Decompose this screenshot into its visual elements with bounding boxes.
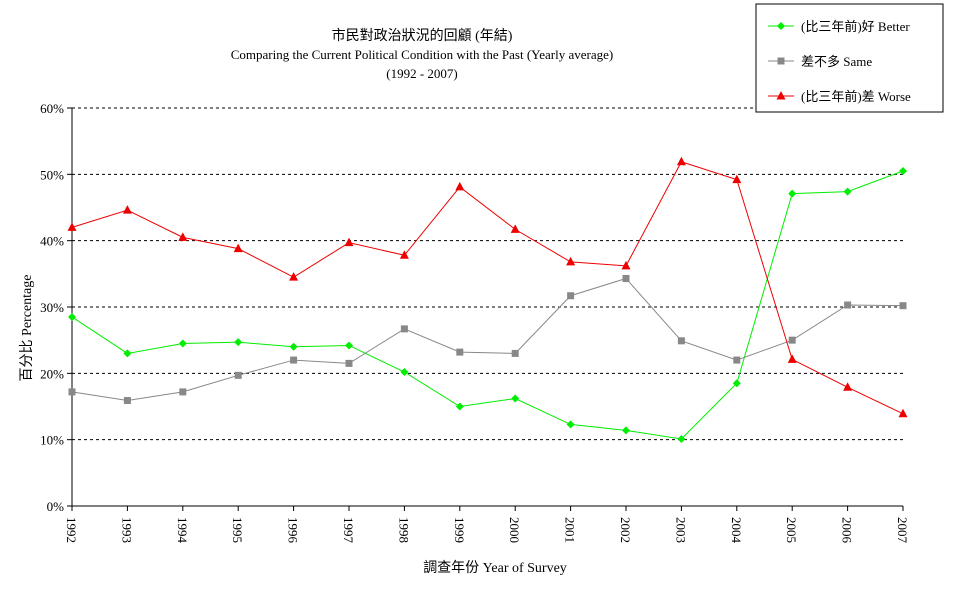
series-line-square (71, 277, 904, 402)
data-point-diamond (345, 341, 353, 350)
y-tick-label: 10% (40, 433, 64, 448)
data-point-square (345, 359, 353, 367)
legend-box (755, 3, 944, 113)
data-point-diamond (289, 342, 298, 351)
data-point-square (733, 356, 741, 364)
x-tick-label: 1996 (286, 517, 301, 544)
series-diamond (68, 167, 907, 444)
data-point-diamond (788, 189, 797, 198)
x-tick-label: 1995 (230, 517, 245, 543)
x-tick-label: 1997 (341, 517, 356, 544)
data-point-square (788, 336, 796, 344)
data-point-triangle (122, 205, 132, 214)
legend-label: 差不多 Same (801, 54, 872, 69)
data-point-diamond (732, 379, 741, 388)
data-point-square (68, 388, 76, 396)
legend-marker (777, 22, 785, 30)
data-point-triangle (621, 260, 631, 270)
x-tick-label: 2002 (618, 517, 633, 543)
x-axis-label: 調查年份 Year of Survey (423, 560, 567, 576)
y-tick-label: 40% (40, 234, 64, 249)
x-tick-label: 2000 (507, 517, 522, 543)
x-tick-label: 1992 (64, 517, 79, 543)
data-point-diamond (622, 426, 630, 435)
data-point-square (179, 388, 187, 396)
data-point-diamond (123, 349, 132, 358)
x-tick-label: 2001 (563, 517, 578, 543)
x-tick-label: 2004 (729, 517, 744, 544)
data-point-diamond (178, 339, 187, 348)
data-point-diamond (455, 402, 464, 411)
y-axis-label: 百分比 Percentage (19, 275, 35, 382)
data-point-triangle (732, 174, 742, 184)
chart-title: 市民對政治狀況的回顧 (年結) (332, 27, 513, 44)
data-point-square (511, 349, 519, 357)
chart-subtitle: Comparing the Current Political Conditio… (231, 47, 613, 62)
x-tick-label: 1993 (119, 517, 134, 543)
data-point-triangle (676, 156, 686, 166)
data-point-triangle (843, 382, 853, 391)
y-tick-label: 30% (40, 300, 64, 315)
legend-label: (比三年前)差 Worse (801, 89, 911, 104)
series-square (68, 274, 907, 405)
y-tick-label: 20% (40, 366, 64, 381)
x-tick-label: 1998 (396, 517, 411, 543)
data-point-triangle (289, 272, 299, 281)
data-point-square (234, 371, 242, 379)
data-point-diamond (234, 338, 243, 347)
data-point-square (123, 397, 131, 405)
x-tick-label: 2007 (895, 517, 910, 544)
chart-titles: 市民對政治狀況的回顧 (年結) Comparing the Current Po… (231, 27, 613, 81)
data-point-square (400, 325, 408, 333)
legend-label: (比三年前)好 Better (801, 19, 910, 34)
y-tick-label: 0% (47, 499, 65, 514)
legend-item: (比三年前)差 Worse (768, 89, 911, 104)
data-point-triangle (178, 232, 188, 241)
legend-marker (777, 57, 785, 65)
series-line-diamond (71, 170, 904, 440)
series-triangle (67, 156, 908, 418)
data-point-square (622, 274, 630, 282)
data-point-triangle (399, 250, 409, 259)
data-point-square (899, 302, 907, 310)
data-point-square (844, 301, 852, 309)
x-tick-label: 1994 (175, 517, 190, 544)
data-point-diamond (566, 420, 575, 429)
data-point-diamond (899, 167, 907, 176)
data-point-triangle (67, 222, 77, 231)
data-point-diamond (511, 394, 520, 403)
y-tick-label: 50% (40, 167, 64, 182)
data-point-square (456, 348, 464, 356)
data-point-triangle (510, 224, 520, 233)
data-point-diamond (68, 312, 76, 321)
data-point-square (567, 292, 575, 300)
legend-item: (比三年前)好 Better (768, 19, 910, 34)
data-point-square (290, 356, 298, 364)
y-tick-label: 60% (40, 101, 64, 116)
data-point-triangle (566, 256, 576, 266)
x-tick-label: 1999 (452, 517, 467, 543)
legend: (比三年前)好 Better 差不多 Same (比三年前)差 Worse (755, 3, 944, 113)
x-tick-label: 2003 (673, 517, 688, 543)
x-tick-label: 2005 (784, 517, 799, 543)
legend-marker (776, 91, 786, 100)
series-line-triangle (71, 161, 904, 415)
data-point-diamond (843, 187, 852, 196)
data-point-triangle (344, 237, 354, 247)
data-point-square (677, 337, 685, 345)
plot-area: 0% 10% 20% 30% 40% 50% 60% 1992 1993 1994 1995 1996… (40, 101, 910, 544)
data-point-triangle (455, 181, 465, 191)
data-point-diamond (400, 368, 409, 377)
chart-subtitle-years: (1992 - 2007) (386, 66, 458, 81)
data-point-triangle (898, 408, 908, 418)
legend-item: 差不多 Same (768, 54, 872, 69)
x-tick-label: 2006 (840, 517, 855, 544)
data-point-diamond (677, 435, 686, 444)
data-point-triangle (787, 354, 797, 363)
data-point-triangle (233, 243, 243, 253)
